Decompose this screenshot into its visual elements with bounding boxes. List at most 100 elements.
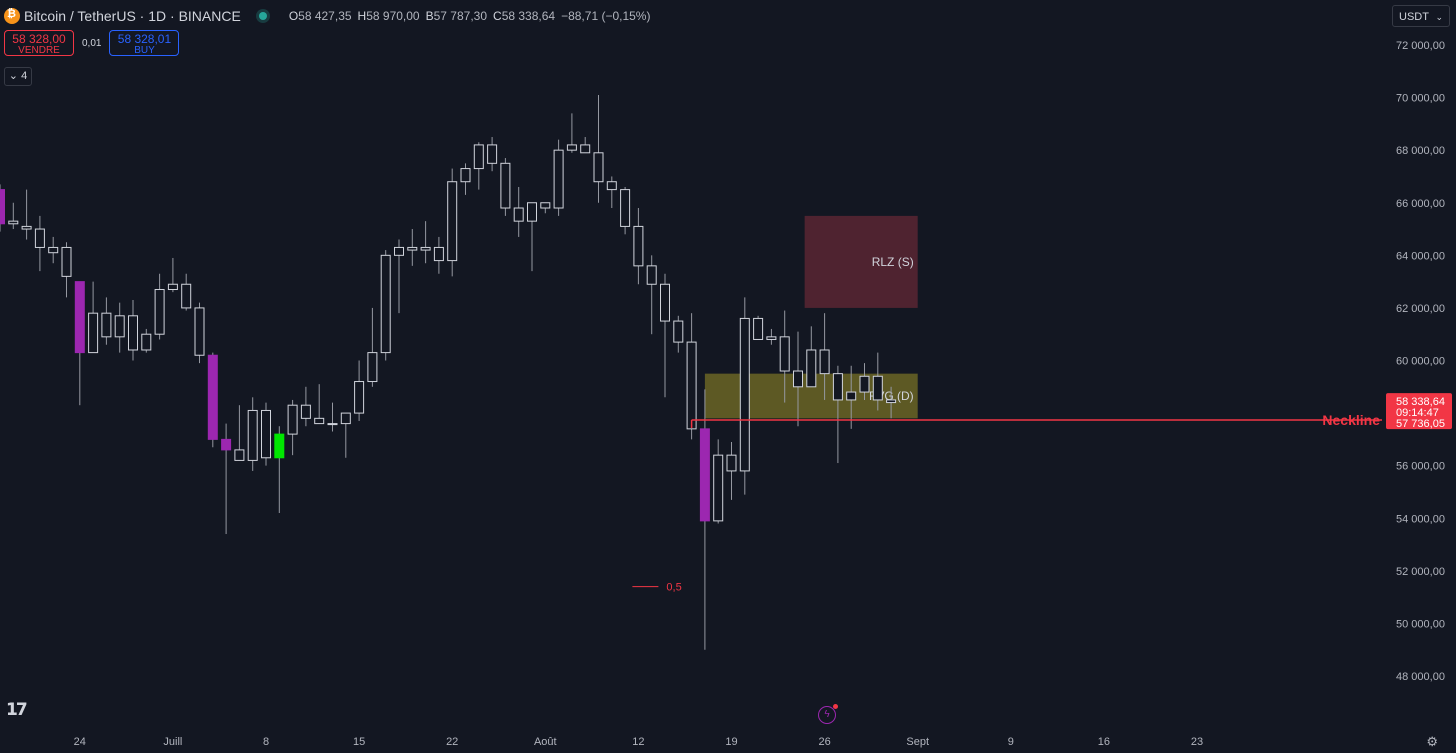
neckline-label: Neckline xyxy=(1322,412,1380,428)
chevron-down-icon: ⌄ xyxy=(1435,12,1443,22)
candle-body xyxy=(513,207,524,222)
ohlc-values: O58 427,35 H58 970,00 B57 787,30 C58 338… xyxy=(289,9,651,23)
candle-body xyxy=(34,228,45,248)
price-tick-label: 64 000,00 xyxy=(1396,250,1445,262)
time-tick-label: 24 xyxy=(74,736,86,748)
currency-select[interactable]: USDT ⌄ xyxy=(1392,5,1450,27)
tradingview-logo-icon[interactable]: 𝟭𝟳 xyxy=(6,700,28,719)
time-tick-label: 19 xyxy=(725,736,737,748)
candle-body xyxy=(660,283,670,322)
buy-price: 58 328,01 xyxy=(117,32,172,46)
trade-panel: 58 328,00 VENDRE 0,01 58 328,01 BUY xyxy=(4,30,180,56)
candle-body xyxy=(846,391,857,401)
candle-body xyxy=(354,381,365,414)
sell-button[interactable]: 58 328,00 VENDRE xyxy=(4,30,74,56)
candle-body xyxy=(832,373,843,401)
candle-body xyxy=(766,336,777,340)
candle-body xyxy=(819,349,830,375)
price-tick-label: 52 000,00 xyxy=(1396,566,1445,578)
time-tick-label: 23 xyxy=(1191,736,1203,748)
candle-body xyxy=(0,189,5,225)
chart-overlays: Neckline 0,5 xyxy=(632,412,1382,594)
candle-body xyxy=(234,449,245,461)
candle-body xyxy=(207,354,218,440)
time-tick-label: Août xyxy=(534,736,557,748)
countdown-timer: 09:14:47 xyxy=(1396,407,1439,419)
time-axis[interactable]: 24 Juill 8 15 22 Août 12 19 26 Sept 9 16 23 xyxy=(74,736,1203,748)
candle-body xyxy=(686,341,697,430)
change-value: −88,71 (−0,15%) xyxy=(561,9,651,23)
candle-body xyxy=(380,254,391,354)
low-value: 57 787,30 xyxy=(433,9,488,23)
candle-body xyxy=(48,246,59,254)
candle-body xyxy=(593,152,604,183)
bitcoin-icon xyxy=(4,8,20,24)
candle-body xyxy=(473,144,484,170)
open-key: O xyxy=(288,9,299,23)
time-tick-label: 15 xyxy=(353,736,365,748)
time-tick-label: 16 xyxy=(1098,736,1110,748)
price-tick-label: 72 000,00 xyxy=(1396,40,1445,52)
candle-body xyxy=(433,246,444,262)
time-tick-label: Juill xyxy=(163,736,182,748)
candle-body xyxy=(527,202,537,222)
time-tick-label: 22 xyxy=(446,736,458,748)
candle-body xyxy=(101,312,112,338)
candle-body xyxy=(566,144,577,151)
sell-price: 58 328,00 xyxy=(12,32,66,46)
zone-box xyxy=(804,215,918,308)
candle-body xyxy=(8,220,19,225)
price-tick-label: 48 000,00 xyxy=(1396,671,1445,683)
candle-body xyxy=(620,189,631,227)
flash-icon[interactable]: ϟ xyxy=(818,704,838,724)
candle-body xyxy=(154,289,165,335)
candle-body xyxy=(420,246,431,251)
candle-body xyxy=(300,404,311,419)
candle-body xyxy=(553,149,564,209)
symbol-title[interactable]: Bitcoin / TetherUS · 1D · BINANCE xyxy=(24,8,241,24)
candle-body xyxy=(261,409,271,459)
candle-body xyxy=(606,181,617,191)
candle-body xyxy=(167,283,178,291)
candle-body xyxy=(447,181,458,262)
open-value: 58 427,35 xyxy=(298,9,352,23)
candle-body xyxy=(194,307,205,356)
buy-button[interactable]: 58 328,01 BUY xyxy=(109,30,180,56)
candle-body xyxy=(141,333,152,351)
candlestick-series xyxy=(0,94,897,650)
high-key: H xyxy=(357,9,367,23)
candle-body xyxy=(221,438,232,451)
price-tick-label: 54 000,00 xyxy=(1396,513,1445,525)
candle-body xyxy=(726,454,737,472)
price-tick-label: 60 000,00 xyxy=(1396,356,1445,368)
time-tick-label: 12 xyxy=(632,736,644,748)
indicators-toggle-button[interactable]: ⌄ 4 xyxy=(4,67,32,86)
price-axis[interactable]: 72 000,00 70 000,00 68 000,00 66 000,00 64 0… xyxy=(1386,40,1452,683)
time-tick-label: 26 xyxy=(818,736,830,748)
price-tick-label: 62 000,00 xyxy=(1396,303,1445,315)
close-key: C xyxy=(493,9,502,23)
candle-body xyxy=(793,370,803,388)
candle-body xyxy=(247,409,258,461)
gear-icon[interactable]: ⚙ xyxy=(1426,734,1438,749)
current-price-label: 58 338,64 xyxy=(1396,396,1445,408)
buy-label: BUY xyxy=(134,45,155,56)
candle-body xyxy=(340,412,351,425)
candle-body xyxy=(646,265,657,285)
price-tick-label: 56 000,00 xyxy=(1396,461,1445,473)
candle-body xyxy=(633,225,644,267)
candle-body xyxy=(460,168,471,183)
candle-body xyxy=(394,246,404,256)
candle-body xyxy=(114,315,125,338)
candle-body xyxy=(74,281,85,354)
candle-body xyxy=(699,428,710,522)
chart-zones: RLZ (S)FVG (D) xyxy=(704,215,918,419)
current-price-tag xyxy=(1386,393,1452,430)
spread-value: 0,01 xyxy=(82,37,102,49)
candle-body xyxy=(88,312,99,354)
sell-label: VENDRE xyxy=(18,45,60,56)
candle-body xyxy=(314,417,325,425)
candle-body xyxy=(500,162,511,209)
candle-body xyxy=(128,315,138,351)
